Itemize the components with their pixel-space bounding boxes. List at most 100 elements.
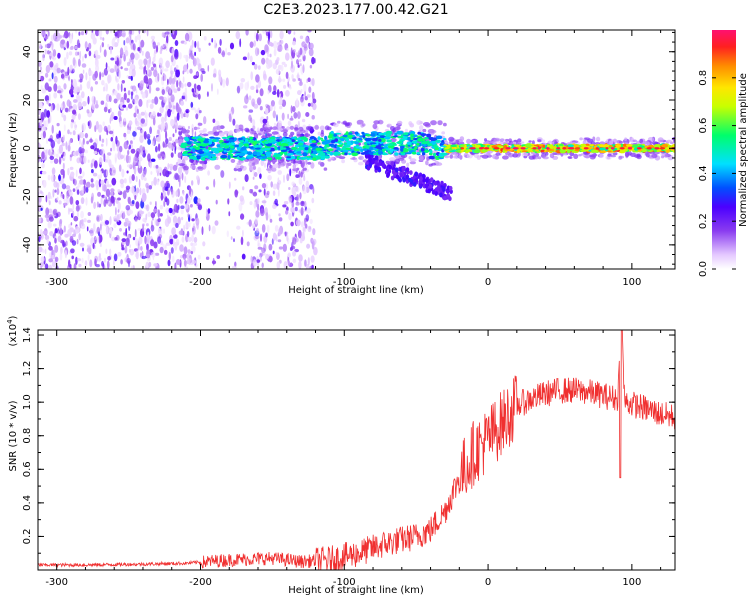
- heatmap-cell: [276, 89, 280, 98]
- heatmap-cell: [294, 144, 299, 148]
- heatmap-cell: [88, 42, 92, 50]
- heatmap-cell: [631, 144, 639, 148]
- heatmap-cell: [307, 77, 311, 83]
- heatmap-cell: [283, 174, 285, 183]
- heatmap-cell: [42, 230, 48, 235]
- heatmap-cell: [119, 121, 124, 128]
- heatmap-cell: [167, 216, 172, 224]
- heatmap-cell: [212, 118, 216, 124]
- heatmap-cell: [183, 165, 189, 171]
- heatmap-cell: [120, 66, 123, 70]
- heatmap-cell: [310, 162, 315, 169]
- heatmap-cell: [213, 131, 220, 136]
- heatmap-cell: [298, 261, 302, 269]
- heatmap-cell: [53, 158, 59, 165]
- heatmap-cell: [562, 147, 567, 150]
- heatmap-cell: [56, 187, 60, 196]
- heatmap-cell: [65, 240, 68, 247]
- heatmap-cell: [113, 259, 115, 267]
- heatmap-cell: [100, 170, 103, 179]
- heatmap-cell: [214, 150, 220, 154]
- heatmap-cell: [175, 116, 178, 124]
- heatmap-cell: [291, 74, 294, 80]
- heatmap-cell: [170, 119, 175, 127]
- heatmap-cell: [434, 187, 439, 193]
- heatmap-cell: [146, 185, 149, 194]
- heatmap-cell: [161, 116, 165, 124]
- heatmap-cell: [205, 208, 208, 217]
- heatmap-cell: [127, 103, 133, 109]
- heatmap-cell: [146, 67, 150, 75]
- heatmap-cell: [228, 131, 233, 137]
- heatmap-cell: [234, 144, 239, 148]
- heatmap-cell: [109, 248, 112, 255]
- heatmap-cell: [291, 186, 296, 196]
- heatmap-cell: [152, 253, 155, 261]
- heatmap-cell: [591, 149, 599, 153]
- heatmap-cell: [297, 160, 303, 165]
- heatmap-cell: [187, 236, 192, 242]
- heatmap-cell: [104, 257, 106, 263]
- x-tick-label: -300: [45, 277, 68, 288]
- heatmap-cell: [192, 57, 197, 67]
- heatmap-cell: [271, 238, 274, 245]
- heatmap-cell: [187, 249, 191, 254]
- heatmap-cell: [205, 186, 209, 190]
- heatmap-cell: [40, 111, 45, 121]
- heatmap-cell: [385, 160, 390, 165]
- heatmap-cell: [56, 182, 60, 189]
- heatmap-cell: [261, 155, 268, 159]
- heatmap-cell: [63, 151, 66, 160]
- heatmap-cell: [244, 82, 249, 91]
- heatmap-cell: [505, 147, 511, 150]
- heatmap-cell: [496, 141, 503, 145]
- heatmap-cell: [173, 141, 176, 147]
- heatmap-cell: [270, 42, 274, 47]
- heatmap-cell: [279, 30, 284, 40]
- heatmap-cell: [221, 136, 228, 139]
- heatmap-cell: [155, 146, 158, 153]
- heatmap-cell: [414, 146, 418, 150]
- heatmap-cell: [129, 144, 131, 150]
- heatmap-cell: [274, 198, 279, 205]
- heatmap-cell: [435, 135, 443, 140]
- heatmap-cell: [180, 208, 184, 215]
- heatmap-cell: [664, 153, 668, 158]
- heatmap-cell: [119, 145, 123, 153]
- heatmap-cell: [93, 223, 96, 232]
- heatmap-cell: [258, 144, 263, 148]
- heatmap-cell: [281, 112, 285, 121]
- heatmap-cell: [47, 221, 52, 229]
- heatmap-cell: [496, 145, 502, 148]
- heatmap-cell: [290, 155, 296, 160]
- heatmap-cell: [252, 165, 257, 170]
- heatmap-cell: [170, 70, 174, 75]
- heatmap-cell: [178, 230, 184, 236]
- heatmap-cell: [167, 78, 169, 86]
- heatmap-cell: [86, 109, 90, 114]
- heatmap-cell: [252, 259, 257, 267]
- heatmap-cell: [69, 264, 72, 269]
- heatmap-cell: [194, 88, 197, 93]
- heatmap-cell: [197, 198, 201, 204]
- heatmap-cell: [164, 68, 169, 72]
- heatmap-cell: [192, 139, 198, 142]
- heatmap-cell: [302, 152, 308, 157]
- heatmap-cell: [120, 182, 124, 189]
- heatmap-cell: [421, 141, 429, 145]
- heatmap-cell: [277, 177, 280, 184]
- heatmap-cell: [627, 147, 633, 150]
- heatmap-cell: [58, 156, 62, 165]
- heatmap-cell: [394, 152, 399, 156]
- heatmap-cell: [51, 72, 54, 80]
- heatmap-cell: [238, 202, 243, 212]
- heatmap-cell: [48, 138, 53, 142]
- heatmap-cell: [40, 158, 43, 163]
- heatmap-cell: [255, 199, 258, 208]
- heatmap-cell: [573, 153, 579, 159]
- heatmap-cell: [200, 73, 203, 82]
- heatmap-cell: [95, 180, 99, 188]
- heatmap-cell: [448, 185, 453, 191]
- heatmap-cell: [211, 260, 217, 265]
